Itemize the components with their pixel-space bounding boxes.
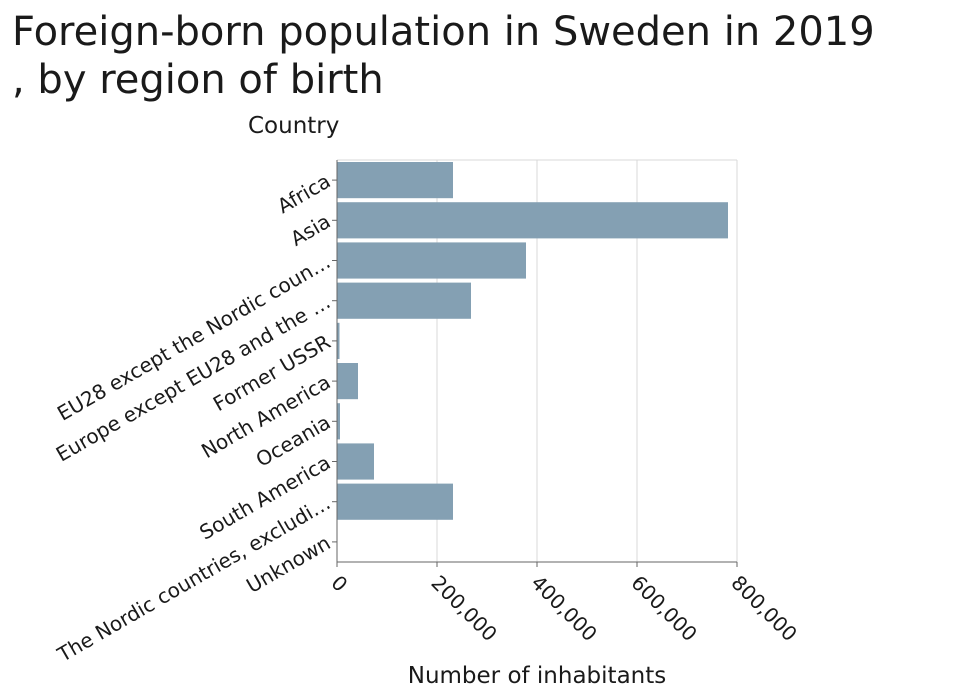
x-tick-label: 200,000 [426,571,501,646]
bar-4 [337,322,340,359]
x-tick-label: 400,000 [526,571,601,646]
chart-title: Foreign-born population in Sweden in 201… [12,9,875,103]
bar-3 [337,282,471,319]
axes [332,160,738,567]
bar-0 [337,162,453,199]
x-axis-title: Number of inhabitants [408,663,667,689]
y-tick-label: The Nordic countries, excludi… [52,490,334,667]
bar-5 [337,363,358,400]
x-tick-label: 0 [326,571,352,597]
bar-1 [337,202,728,239]
y-tick-label: Asia [286,209,334,251]
bar-8 [337,483,453,520]
bar-7 [337,443,374,480]
x-tick-label: 800,000 [726,571,801,646]
bar-2 [337,242,526,279]
bar-6 [337,403,340,440]
y-tick-label: Africa [273,169,334,218]
x-tick-label: 600,000 [626,571,701,646]
bars [337,162,728,560]
y-axis-title: Country [248,113,339,139]
